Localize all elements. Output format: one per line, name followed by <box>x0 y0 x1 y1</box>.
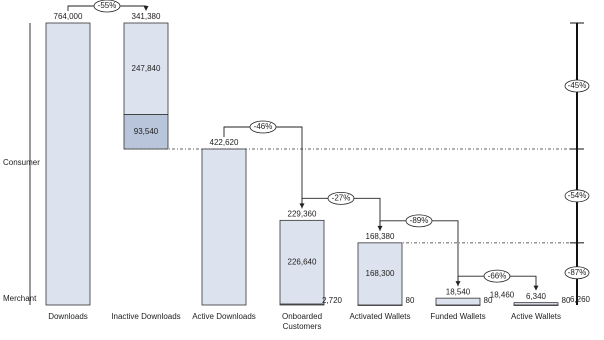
change-badge <box>327 191 355 205</box>
change-badge <box>93 0 121 13</box>
change-label: -46% <box>254 122 273 131</box>
change-badge <box>483 269 511 283</box>
change-label: -27% <box>332 193 351 202</box>
x-tick-label: Activated Wallets <box>349 312 411 321</box>
axis-label: Consumer <box>3 158 40 167</box>
arrow-head <box>143 6 149 11</box>
bar-segment <box>357 242 403 306</box>
value-label: 80 <box>484 296 493 305</box>
bar-segment <box>435 297 481 306</box>
value-label: 247,840 <box>132 64 161 73</box>
change-label: -87% <box>568 268 587 277</box>
total-label: 6,340 <box>526 292 547 301</box>
change-label: -55% <box>98 1 117 10</box>
value-label: 80 <box>406 296 415 305</box>
bar-segment <box>513 302 559 306</box>
bar-segment <box>279 219 325 305</box>
x-tick-label: Onboarded Customers <box>281 312 323 331</box>
total-label: 168,380 <box>366 232 395 241</box>
value-label: 2,720 <box>322 296 343 305</box>
arrow-head <box>533 285 539 291</box>
value-label: 226,640 <box>288 257 317 266</box>
total-label: 18,540 <box>446 287 471 296</box>
change-badge <box>405 214 433 228</box>
total-label: 229,360 <box>288 209 317 218</box>
bar <box>201 148 247 306</box>
bar-segment <box>123 114 169 150</box>
value-label: 93,540 <box>134 127 159 136</box>
x-tick-label: Active Downloads <box>192 312 256 321</box>
change-badge <box>564 189 590 203</box>
bar <box>45 22 91 306</box>
change-label: -54% <box>568 191 587 200</box>
value-label: 80 <box>562 296 571 305</box>
change-label: -45% <box>568 81 587 90</box>
change-label: -66% <box>488 271 507 280</box>
change-badge <box>564 266 590 280</box>
total-label: 341,380 <box>132 12 161 21</box>
change-label: -89% <box>410 216 429 225</box>
bar-segment <box>123 22 169 115</box>
axis-label: Merchant <box>3 294 37 303</box>
x-tick-label: Downloads <box>48 312 88 321</box>
x-tick-label: Funded Wallets <box>430 312 486 321</box>
total-label: 422,620 <box>210 138 239 147</box>
value-label: 18,460 <box>490 290 515 299</box>
x-tick-label: Active Wallets <box>511 312 561 321</box>
change-badge <box>564 79 590 93</box>
total-label: 764,000 <box>54 12 83 21</box>
x-tick-label: Inactive Downloads <box>111 312 181 321</box>
change-badge <box>249 120 277 134</box>
value-label: 168,300 <box>366 269 395 278</box>
value-label: 6,260 <box>570 295 591 304</box>
